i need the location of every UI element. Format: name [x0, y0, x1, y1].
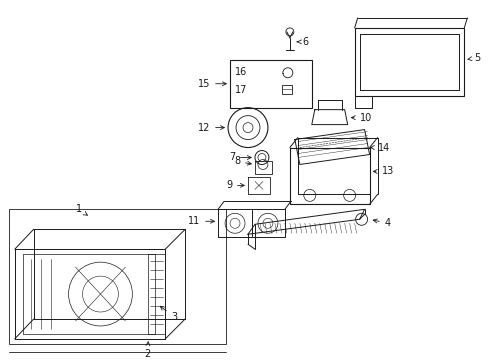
Text: 7: 7	[228, 153, 251, 162]
Text: 13: 13	[372, 166, 393, 176]
Text: 9: 9	[225, 180, 244, 190]
Bar	[229, 60, 311, 108]
Text: 12: 12	[197, 123, 224, 132]
Text: 6: 6	[297, 37, 308, 47]
Text: 16: 16	[235, 67, 247, 77]
Text: 5: 5	[467, 53, 480, 63]
Text: 14: 14	[370, 143, 389, 153]
Text: 10: 10	[351, 113, 371, 123]
Text: 2: 2	[144, 342, 150, 359]
Text: 8: 8	[233, 157, 251, 166]
Text: 11: 11	[187, 216, 214, 226]
Text: 15: 15	[197, 79, 226, 89]
Text: 1: 1	[75, 204, 87, 215]
Bar	[281, 85, 291, 94]
Bar	[354, 28, 463, 96]
Text: 4: 4	[372, 218, 390, 228]
Text: 17: 17	[235, 85, 247, 95]
Bar	[9, 209, 225, 344]
Text: 3: 3	[160, 306, 177, 322]
